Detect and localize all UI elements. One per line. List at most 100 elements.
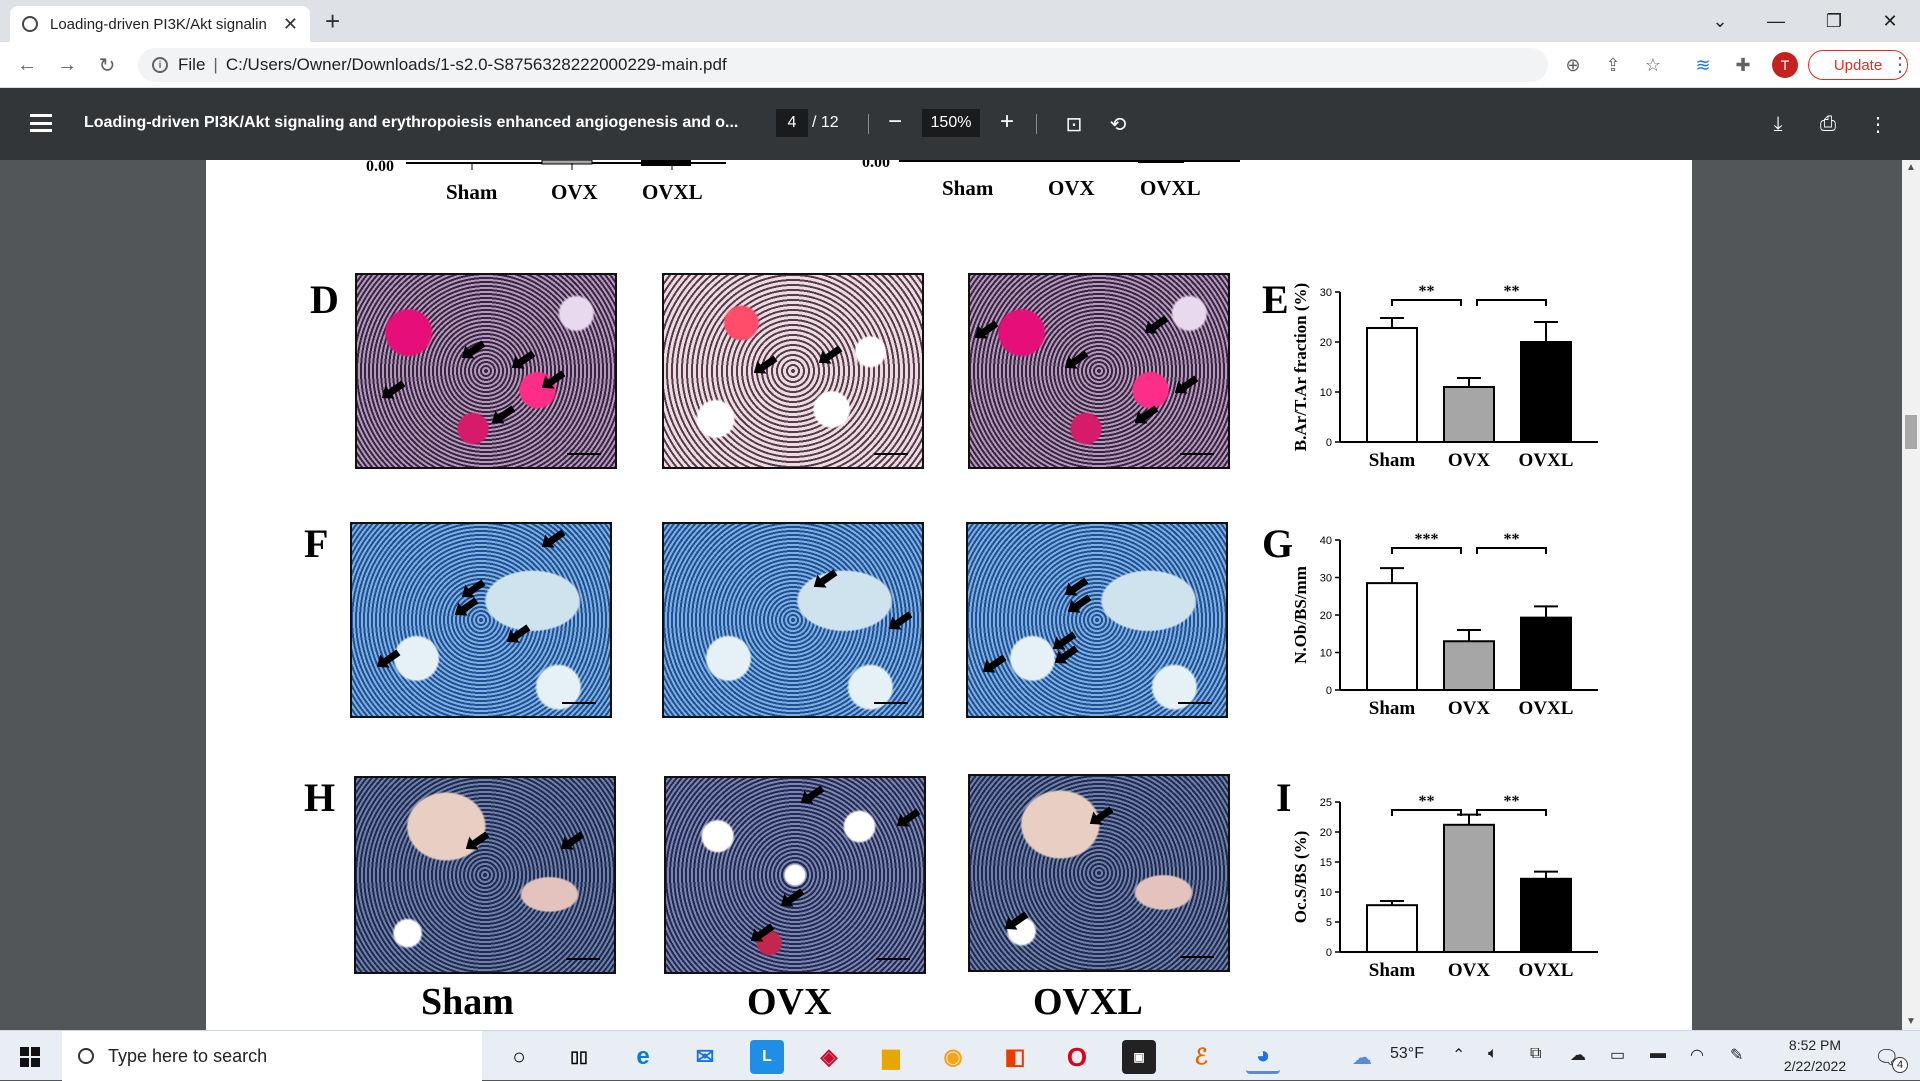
- bar: [1366, 904, 1418, 953]
- update-button[interactable]: Update: [1808, 50, 1908, 80]
- browser-tab[interactable]: Loading-driven PI3K/Akt signalin ✕: [10, 6, 310, 42]
- app-icon[interactable]: ℰ: [1194, 1044, 1208, 1069]
- significance-bracket: [1391, 299, 1462, 306]
- restore-button[interactable]: ❐: [1825, 10, 1843, 31]
- game-app-icon[interactable]: ▣: [1122, 1040, 1156, 1074]
- windows-taskbar: Type here to search ○ ▯▯ e ✉ L ◈ ▆ ◉ ◧ O…: [0, 1030, 1920, 1081]
- forward-button[interactable]: →: [57, 53, 77, 76]
- onedrive-icon[interactable]: ☁: [1570, 1047, 1586, 1064]
- x-tick-label: Sham: [1369, 450, 1416, 471]
- chrome-menu-icon[interactable]: ⋮: [1890, 54, 1910, 76]
- menu-icon[interactable]: [30, 114, 52, 132]
- bar: [1520, 877, 1572, 953]
- address-url: C:/Users/Owner/Downloads/1-s2.0-S8756328…: [225, 55, 727, 74]
- l-app-icon[interactable]: L: [750, 1040, 784, 1074]
- file-explorer-icon[interactable]: ▆: [882, 1044, 900, 1069]
- micrograph-d-ovxl: [968, 273, 1230, 469]
- taskbar-search-box[interactable]: Type here to search: [62, 1031, 482, 1081]
- clock-date: 2/22/2022: [1783, 1058, 1847, 1074]
- download-icon[interactable]: ⤓: [1773, 112, 1783, 135]
- share-icon[interactable]: ⇪: [1605, 54, 1621, 75]
- reload-button[interactable]: ↻: [98, 54, 116, 77]
- show-hidden-icons-icon[interactable]: ⌃: [1452, 1047, 1466, 1064]
- top-right-label-sham: Sham: [942, 176, 994, 200]
- more-actions-icon[interactable]: ⋮: [1868, 113, 1888, 136]
- tab-search-icon[interactable]: ⌄: [1712, 10, 1728, 31]
- fit-page-icon[interactable]: ⊡: [1065, 113, 1083, 136]
- search-icon: [78, 1048, 94, 1064]
- system-clock[interactable]: 8:52 PM 2/22/2022: [1770, 1035, 1860, 1077]
- display-icon[interactable]: ▭: [1610, 1047, 1626, 1064]
- zoom-icon[interactable]: ⊕: [1565, 54, 1581, 75]
- x-tick-label: Sham: [1369, 698, 1416, 719]
- page-number-input[interactable]: 4: [776, 109, 808, 137]
- globe-icon: [22, 16, 38, 32]
- zoom-input[interactable]: 150%: [922, 109, 980, 137]
- pen-icon[interactable]: ✎: [1730, 1047, 1744, 1064]
- battery-icon[interactable]: ▬: [1650, 1045, 1666, 1062]
- print-icon[interactable]: ⎙: [1820, 112, 1836, 135]
- panel-letter-f: F: [304, 521, 329, 566]
- volume-icon[interactable]: 🔈︎: [1488, 1045, 1498, 1062]
- weather-icon[interactable]: ☁: [1352, 1047, 1372, 1069]
- y-tick-label: 25: [1320, 797, 1332, 809]
- address-bar[interactable]: i File | C:/Users/Owner/Downloads/1-s2.0…: [138, 48, 1548, 82]
- rotate-icon[interactable]: ⟲: [1109, 113, 1127, 136]
- edge-icon[interactable]: e: [636, 1043, 650, 1070]
- y-tick-label: 20: [1320, 337, 1332, 349]
- significance-bracket: [1391, 547, 1462, 554]
- zoom-out-button[interactable]: −: [888, 108, 903, 135]
- divider: [868, 114, 869, 134]
- pdf-viewer[interactable]: 0.00 0.00 Sham OVX OVXL Sham OVX OVXL D …: [0, 160, 1920, 1030]
- meet-now-icon[interactable]: ⧉: [1530, 1045, 1542, 1062]
- top-right-label-ovxl: OVXL: [1140, 176, 1201, 200]
- divider: [1036, 114, 1037, 134]
- close-window-button[interactable]: ✕: [1882, 10, 1898, 31]
- scrollbar-thumb[interactable]: [1905, 415, 1917, 449]
- office-icon[interactable]: ◧: [1004, 1044, 1026, 1069]
- task-view-icon[interactable]: ▯▯: [570, 1049, 588, 1066]
- norton-icon[interactable]: ◉: [943, 1044, 963, 1069]
- panel-letter-h: H: [304, 775, 336, 820]
- mcafee-icon[interactable]: ◈: [820, 1044, 838, 1069]
- pdf-title: Loading-driven PI3K/Akt signaling and er…: [84, 114, 739, 131]
- extension-wave-icon[interactable]: ≋: [1695, 54, 1711, 75]
- bar: [1520, 341, 1572, 443]
- new-tab-button[interactable]: +: [325, 6, 341, 36]
- bookmark-star-icon[interactable]: ☆: [1644, 54, 1662, 75]
- extensions-puzzle-icon[interactable]: ✚: [1735, 54, 1751, 75]
- y-tick-label: 30: [1320, 573, 1332, 585]
- info-icon[interactable]: i: [152, 57, 168, 73]
- y-tick-label: 20: [1320, 827, 1332, 839]
- chrome-icon[interactable]: ◕: [1246, 1040, 1280, 1074]
- y-tick-label: 40: [1320, 535, 1332, 547]
- zoom-in-button[interactable]: +: [1000, 108, 1015, 135]
- panel-letter-i: I: [1276, 775, 1292, 820]
- back-button[interactable]: ←: [17, 53, 37, 76]
- close-tab-icon[interactable]: ✕: [282, 13, 298, 34]
- x-tick-label: OVXL: [1519, 698, 1574, 719]
- chart-i: 0 5 10 15 20 25 Oc.S/BS (%) Sham OVX OVXL ** **: [1291, 793, 1598, 981]
- cortana-icon[interactable]: ○: [512, 1044, 526, 1069]
- pdf-toolbar: Loading-driven PI3K/Akt signaling and er…: [0, 88, 1920, 160]
- opera-icon[interactable]: O: [1066, 1041, 1088, 1072]
- weather-temperature[interactable]: 53°F: [1390, 1045, 1424, 1062]
- profile-avatar[interactable]: T: [1772, 52, 1798, 78]
- wifi-icon[interactable]: ◠: [1690, 1047, 1704, 1064]
- windows-start-icon[interactable]: [20, 1047, 40, 1067]
- minimize-button[interactable]: —: [1767, 10, 1785, 31]
- mail-icon[interactable]: ✉: [695, 1044, 715, 1069]
- bottom-label-ovx: OVX: [747, 981, 832, 1023]
- x-tick-label: OVX: [1448, 450, 1491, 471]
- notification-count-badge: 4: [1892, 1057, 1908, 1073]
- bottom-label-ovxl: OVXL: [1033, 981, 1143, 1023]
- top-left-zero-tick: 0.00: [366, 160, 394, 175]
- micrograph-f-ovx: [662, 522, 924, 718]
- significance-bracket: [1476, 299, 1547, 306]
- scroll-down-icon[interactable]: ▼: [1906, 1016, 1916, 1027]
- x-tick-label: OVX: [1448, 698, 1491, 719]
- scroll-up-icon[interactable]: ▲: [1906, 162, 1916, 173]
- significance-label: **: [1504, 793, 1520, 810]
- vertical-scrollbar[interactable]: ▲ ▼: [1902, 160, 1920, 1030]
- top-left-label-ovxl: OVXL: [642, 180, 703, 204]
